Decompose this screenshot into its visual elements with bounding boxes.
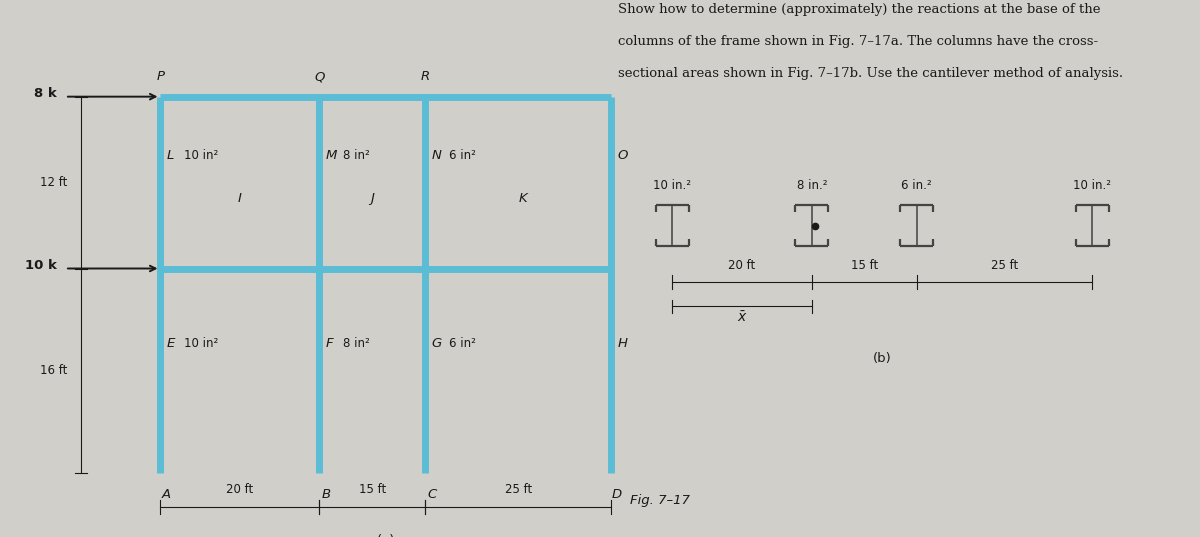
Text: 8 k: 8 k: [35, 88, 58, 100]
Text: A: A: [162, 488, 172, 500]
Text: 8 in²: 8 in²: [343, 149, 370, 162]
Text: sectional areas shown in Fig. 7–17b. Use the cantilever method of analysis.: sectional areas shown in Fig. 7–17b. Use…: [618, 67, 1123, 80]
Text: 25 ft: 25 ft: [991, 259, 1018, 272]
Text: 8 in²: 8 in²: [343, 337, 370, 350]
Text: L: L: [167, 149, 174, 162]
Text: Show how to determine (approximately) the reactions at the base of the: Show how to determine (approximately) th…: [618, 3, 1100, 16]
Text: (b): (b): [872, 352, 892, 365]
Text: G: G: [432, 337, 442, 350]
Text: B: B: [322, 488, 330, 500]
Text: 20 ft: 20 ft: [227, 483, 253, 496]
Text: R: R: [421, 70, 430, 83]
Text: 6 in²: 6 in²: [449, 149, 476, 162]
Text: 20 ft: 20 ft: [728, 259, 756, 272]
Text: 10 k: 10 k: [25, 259, 58, 272]
Text: $\bar{x}$: $\bar{x}$: [737, 310, 748, 325]
Text: H: H: [617, 337, 628, 350]
Text: C: C: [427, 488, 437, 500]
Text: 10 in²: 10 in²: [185, 337, 218, 350]
Text: K: K: [520, 192, 528, 205]
Text: 12 ft: 12 ft: [41, 176, 67, 189]
Text: N: N: [432, 149, 442, 162]
Text: I: I: [238, 192, 242, 205]
Text: D: D: [612, 488, 623, 500]
Text: 6 in²: 6 in²: [449, 337, 476, 350]
Text: Q: Q: [314, 70, 324, 83]
Text: 10 in²: 10 in²: [185, 149, 218, 162]
Text: O: O: [617, 149, 628, 162]
Text: 15 ft: 15 ft: [851, 259, 878, 272]
Text: 8 in.²: 8 in.²: [797, 179, 827, 192]
Text: Fig. 7–17: Fig. 7–17: [630, 495, 690, 507]
Text: P: P: [156, 70, 164, 83]
Text: J: J: [371, 192, 374, 205]
Text: (a): (a): [377, 534, 395, 537]
Text: 10 in.²: 10 in.²: [1073, 179, 1111, 192]
Text: 16 ft: 16 ft: [41, 364, 67, 377]
Text: 15 ft: 15 ft: [359, 483, 386, 496]
Text: F: F: [325, 337, 334, 350]
Text: 25 ft: 25 ft: [504, 483, 532, 496]
Text: M: M: [325, 149, 337, 162]
Text: columns of the frame shown in Fig. 7–17a. The columns have the cross-: columns of the frame shown in Fig. 7–17a…: [618, 35, 1098, 48]
Text: 10 in.²: 10 in.²: [653, 179, 691, 192]
Text: 6 in.²: 6 in.²: [901, 179, 932, 192]
Text: E: E: [167, 337, 175, 350]
